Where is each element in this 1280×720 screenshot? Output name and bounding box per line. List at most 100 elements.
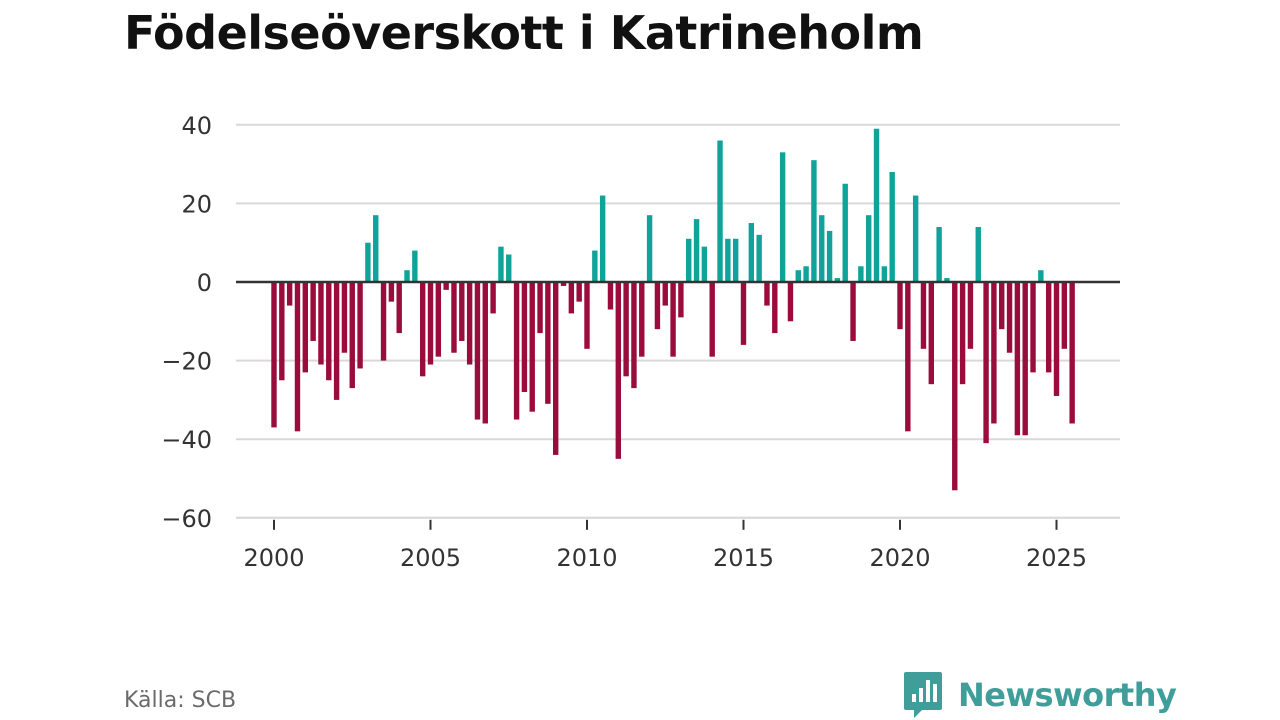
bar [623,282,629,377]
bar [858,266,864,282]
bar [826,230,833,282]
bar [819,215,825,282]
y-tick-label: 20 [181,190,212,218]
bar [513,282,520,420]
bar [294,282,301,432]
bar [427,282,434,365]
newsworthy-logo-icon [904,672,942,718]
bar [654,282,661,330]
bar [952,282,958,491]
bar [639,282,645,357]
bar [365,242,371,282]
bar [349,282,355,389]
bar [498,246,504,282]
bar [537,282,543,334]
bar [333,282,340,400]
bar [944,278,950,282]
x-tick-label: 2005 [400,544,461,572]
bar [811,160,817,282]
bar [568,282,575,314]
bar [419,282,426,377]
bar [302,282,308,373]
bar [388,282,395,302]
bar [897,282,903,330]
bar-series [271,128,1075,491]
bar [748,223,755,282]
bar [310,282,316,341]
bar [560,282,567,286]
bar [779,152,786,282]
bar [607,282,614,310]
y-tick-label: −60 [161,505,212,533]
bar [271,282,277,428]
bar [866,215,872,282]
bar [881,266,888,282]
bar [912,195,919,282]
bar [1053,282,1060,396]
bar [553,282,559,455]
bar [795,270,801,282]
bar [435,282,442,357]
bar [693,219,700,282]
x-axis: 2000 2005 2010 2015 2020 2025 [236,516,1120,572]
bar [670,282,676,357]
bar [920,282,927,349]
bar [850,282,856,341]
bar [936,226,942,282]
bar [529,282,535,412]
bar [803,266,809,282]
bar [326,282,332,381]
bar [1006,282,1013,353]
chart-title: Födelseöverskott i Katrineholm [124,6,924,60]
bar [599,195,606,282]
bar [584,282,590,349]
x-tick-label: 2000 [243,544,304,572]
bar [466,282,473,365]
x-tick-label: 2020 [869,544,930,572]
bar [873,128,880,282]
bar [506,254,512,282]
brand-name: Newsworthy [958,676,1177,714]
bar [279,282,285,381]
bar [404,270,410,282]
bar [380,282,387,361]
bar [967,282,974,349]
bar [740,282,747,345]
bar [1069,282,1075,424]
y-tick-label: 40 [181,112,212,140]
bar [592,250,598,282]
bar [975,226,981,282]
bar [615,282,621,459]
bar [474,282,481,420]
bar-chart: 2000 2005 2010 2015 2020 2025 40 20 0 −20 −40 −60 [161,112,1120,572]
bar [646,215,653,282]
bar [490,282,496,314]
bar [1014,282,1021,436]
bar [1045,282,1052,373]
bar [373,215,379,282]
bar [662,282,668,306]
bar [482,282,488,424]
x-tick-label: 2015 [713,544,774,572]
bar [1061,282,1068,349]
bar [341,282,348,353]
bar [678,282,684,318]
y-tick-label: 0 [197,269,212,297]
bar [1038,270,1044,282]
bar [787,282,794,322]
bar [443,282,449,290]
bar [1030,282,1036,373]
bar [717,140,723,282]
bar [834,278,841,282]
bar [318,282,324,365]
newsworthy-logo: Newsworthy [902,670,1177,720]
bar [357,282,363,369]
y-tick-label: −40 [161,426,212,454]
bar [725,238,731,282]
bar [701,246,708,282]
bar [412,250,418,282]
bar [889,171,895,282]
y-tick-label: −20 [161,348,212,376]
bar [396,282,402,334]
bar [286,282,293,306]
